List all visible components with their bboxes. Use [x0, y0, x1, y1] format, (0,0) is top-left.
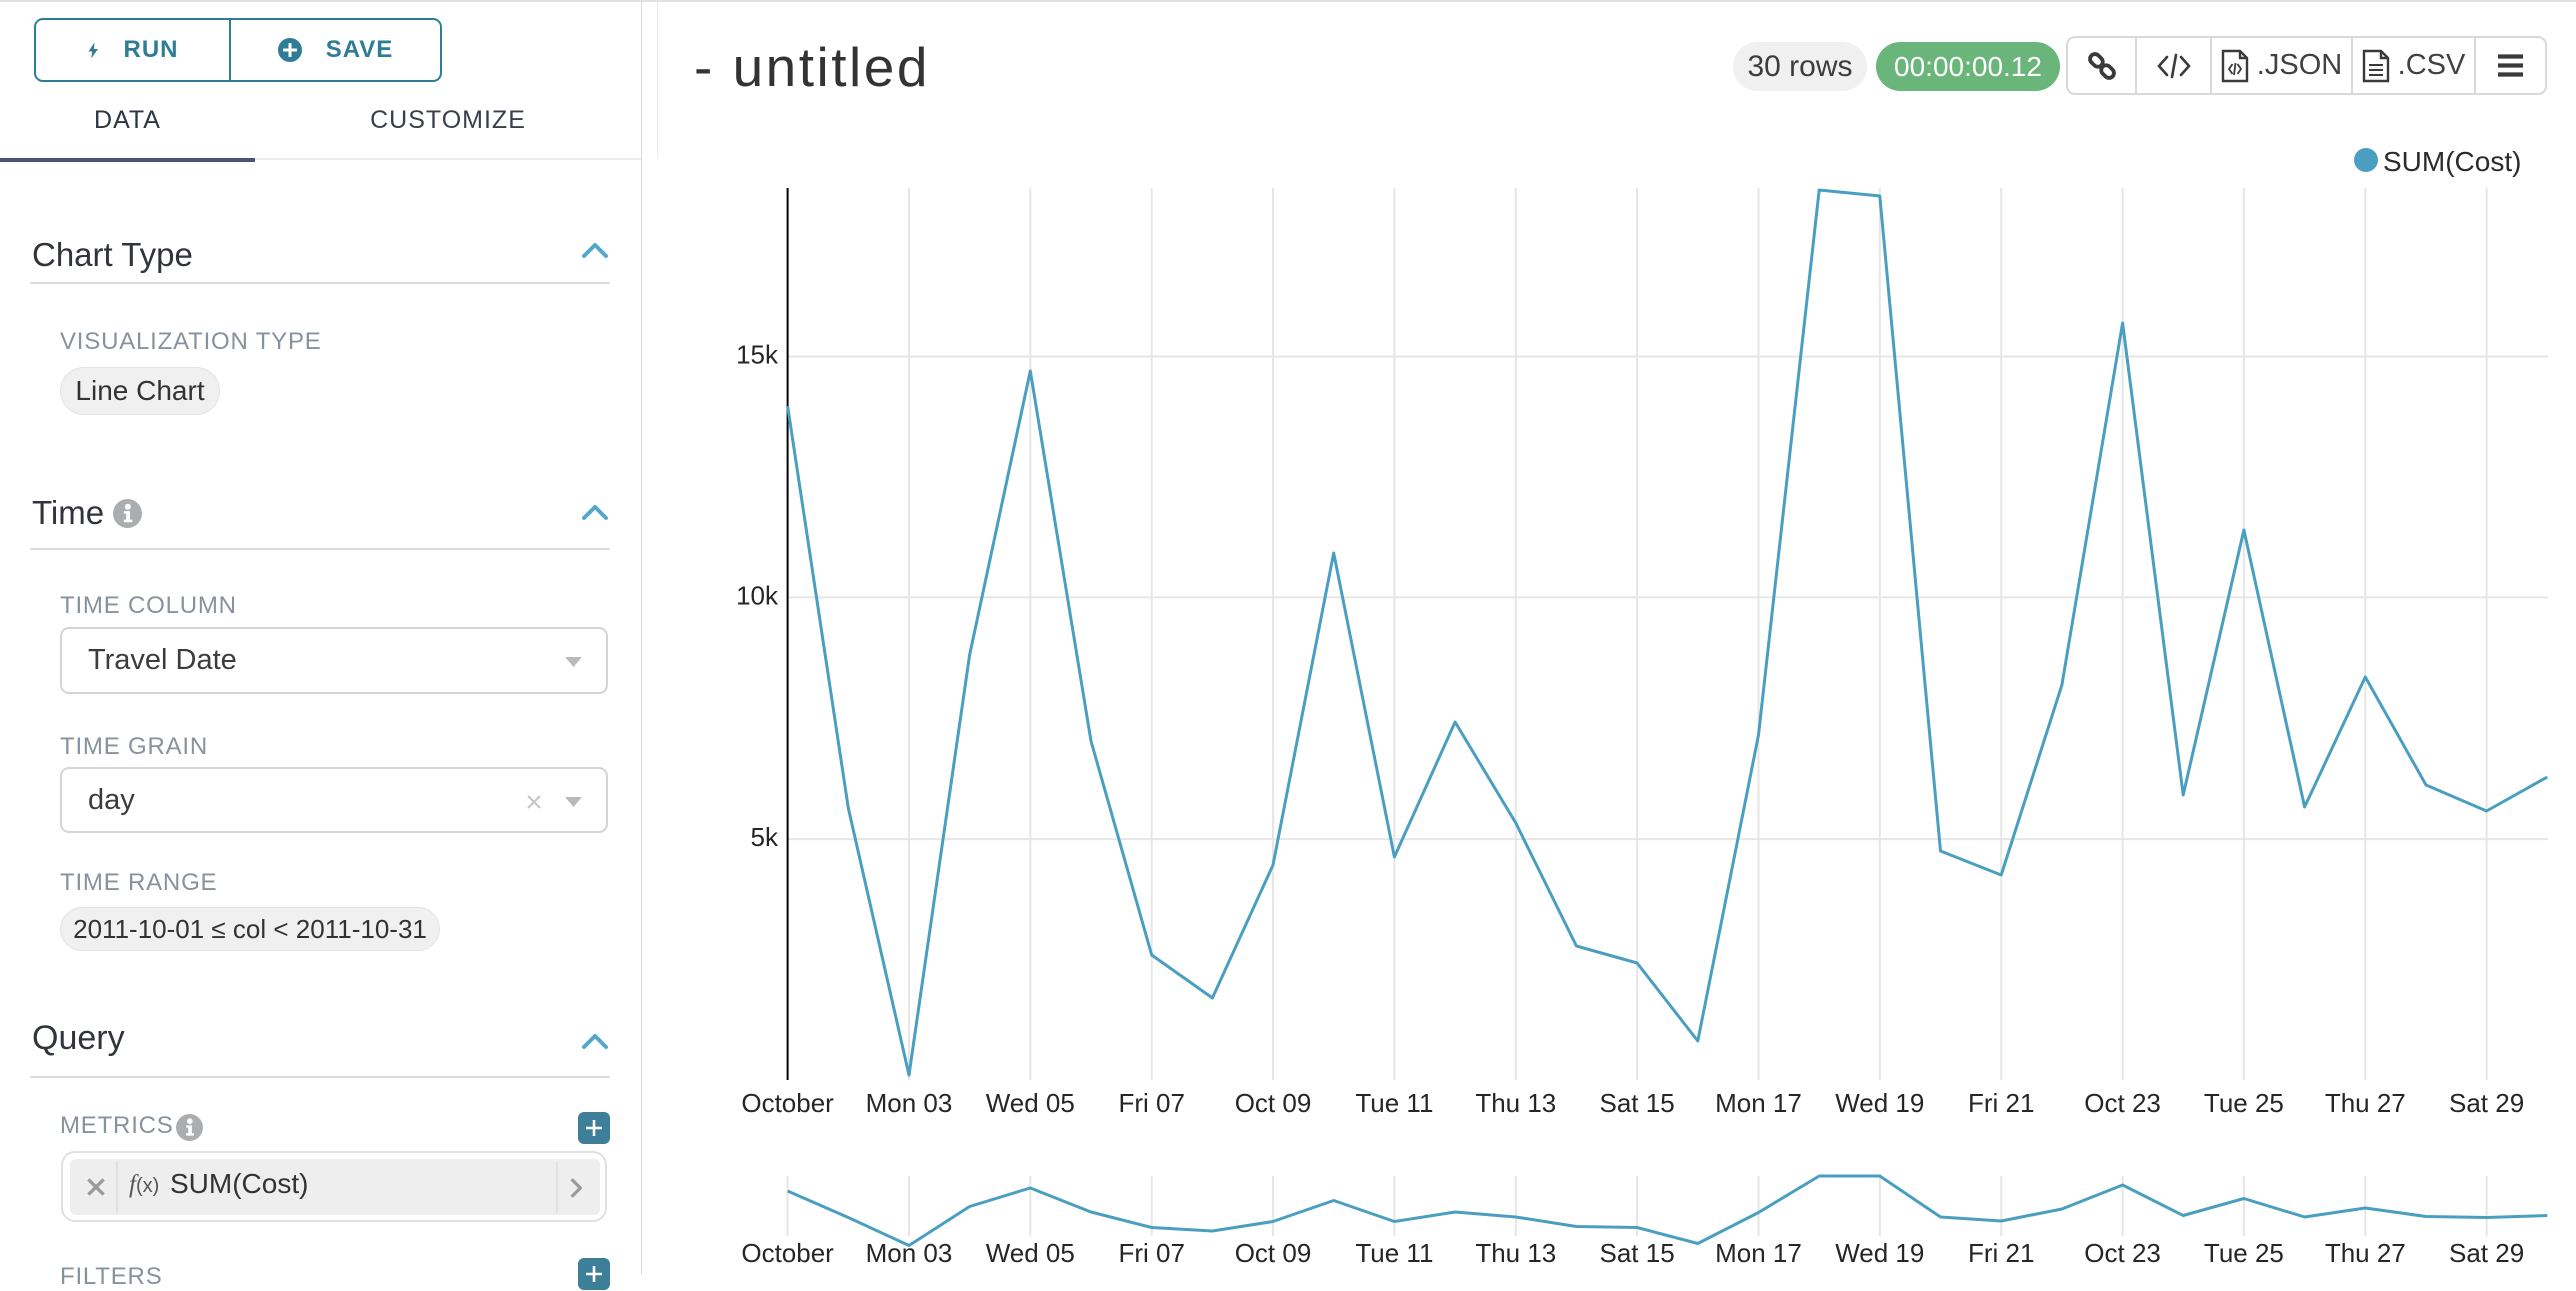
svg-text:Mon 17: Mon 17	[1715, 1088, 1802, 1118]
svg-text:Wed 05: Wed 05	[986, 1238, 1075, 1268]
svg-text:Oct 09: Oct 09	[1235, 1238, 1312, 1268]
svg-text:Oct 09: Oct 09	[1235, 1088, 1312, 1118]
svg-text:Thu 27: Thu 27	[2325, 1238, 2406, 1268]
svg-text:October: October	[741, 1238, 834, 1268]
svg-text:Oct 23: Oct 23	[2084, 1088, 2161, 1118]
svg-text:Sat 29: Sat 29	[2449, 1238, 2524, 1268]
svg-text:Sat 29: Sat 29	[2449, 1088, 2524, 1118]
svg-text:Tue 11: Tue 11	[1355, 1088, 1433, 1118]
svg-text:Tue 25: Tue 25	[2204, 1238, 2284, 1268]
svg-text:Thu 13: Thu 13	[1475, 1088, 1556, 1118]
svg-text:Mon 03: Mon 03	[866, 1088, 953, 1118]
svg-text:Thu 27: Thu 27	[2325, 1088, 2406, 1118]
svg-text:SUM(Cost): SUM(Cost)	[2383, 146, 2521, 177]
svg-text:October: October	[741, 1088, 834, 1118]
svg-text:Sat 15: Sat 15	[1600, 1238, 1675, 1268]
svg-text:Thu 13: Thu 13	[1475, 1238, 1556, 1268]
svg-text:Fri 21: Fri 21	[1968, 1088, 2034, 1118]
svg-text:Mon 03: Mon 03	[866, 1238, 953, 1268]
svg-text:Fri 07: Fri 07	[1118, 1088, 1184, 1118]
svg-text:Sat 15: Sat 15	[1600, 1088, 1675, 1118]
svg-text:Tue 11: Tue 11	[1355, 1238, 1433, 1268]
svg-text:Wed 19: Wed 19	[1835, 1088, 1924, 1118]
svg-text:5k: 5k	[751, 822, 779, 852]
svg-text:Tue 25: Tue 25	[2204, 1088, 2284, 1118]
svg-text:Fri 21: Fri 21	[1968, 1238, 2034, 1268]
svg-text:Wed 19: Wed 19	[1835, 1238, 1924, 1268]
svg-text:Mon 17: Mon 17	[1715, 1238, 1802, 1268]
svg-text:15k: 15k	[736, 340, 779, 370]
svg-text:Oct 23: Oct 23	[2084, 1238, 2161, 1268]
svg-text:Wed 05: Wed 05	[986, 1088, 1075, 1118]
svg-text:10k: 10k	[736, 580, 779, 610]
svg-text:Fri 07: Fri 07	[1118, 1238, 1184, 1268]
